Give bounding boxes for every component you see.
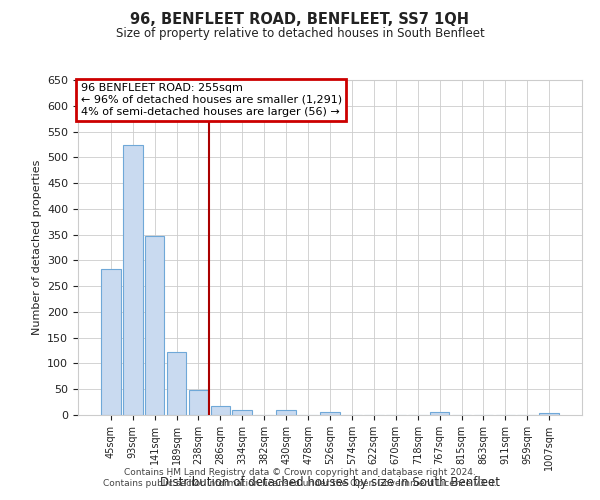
Bar [232, 410, 252, 415]
Text: Size of property relative to detached houses in South Benfleet: Size of property relative to detached ho… [116, 28, 484, 40]
Bar [430, 412, 449, 415]
Bar [167, 352, 187, 415]
Text: Contains HM Land Registry data © Crown copyright and database right 2024.
Contai: Contains HM Land Registry data © Crown c… [103, 468, 497, 487]
Bar [188, 390, 208, 415]
Bar [101, 269, 121, 415]
Text: 96 BENFLEET ROAD: 255sqm
← 96% of detached houses are smaller (1,291)
4% of semi: 96 BENFLEET ROAD: 255sqm ← 96% of detach… [80, 84, 341, 116]
Bar [123, 145, 143, 415]
Bar [145, 236, 164, 415]
X-axis label: Distribution of detached houses by size in South Benfleet: Distribution of detached houses by size … [160, 476, 500, 488]
Bar [211, 406, 230, 415]
Bar [320, 412, 340, 415]
Bar [276, 410, 296, 415]
Bar [539, 414, 559, 415]
Y-axis label: Number of detached properties: Number of detached properties [32, 160, 41, 335]
Text: 96, BENFLEET ROAD, BENFLEET, SS7 1QH: 96, BENFLEET ROAD, BENFLEET, SS7 1QH [131, 12, 470, 28]
